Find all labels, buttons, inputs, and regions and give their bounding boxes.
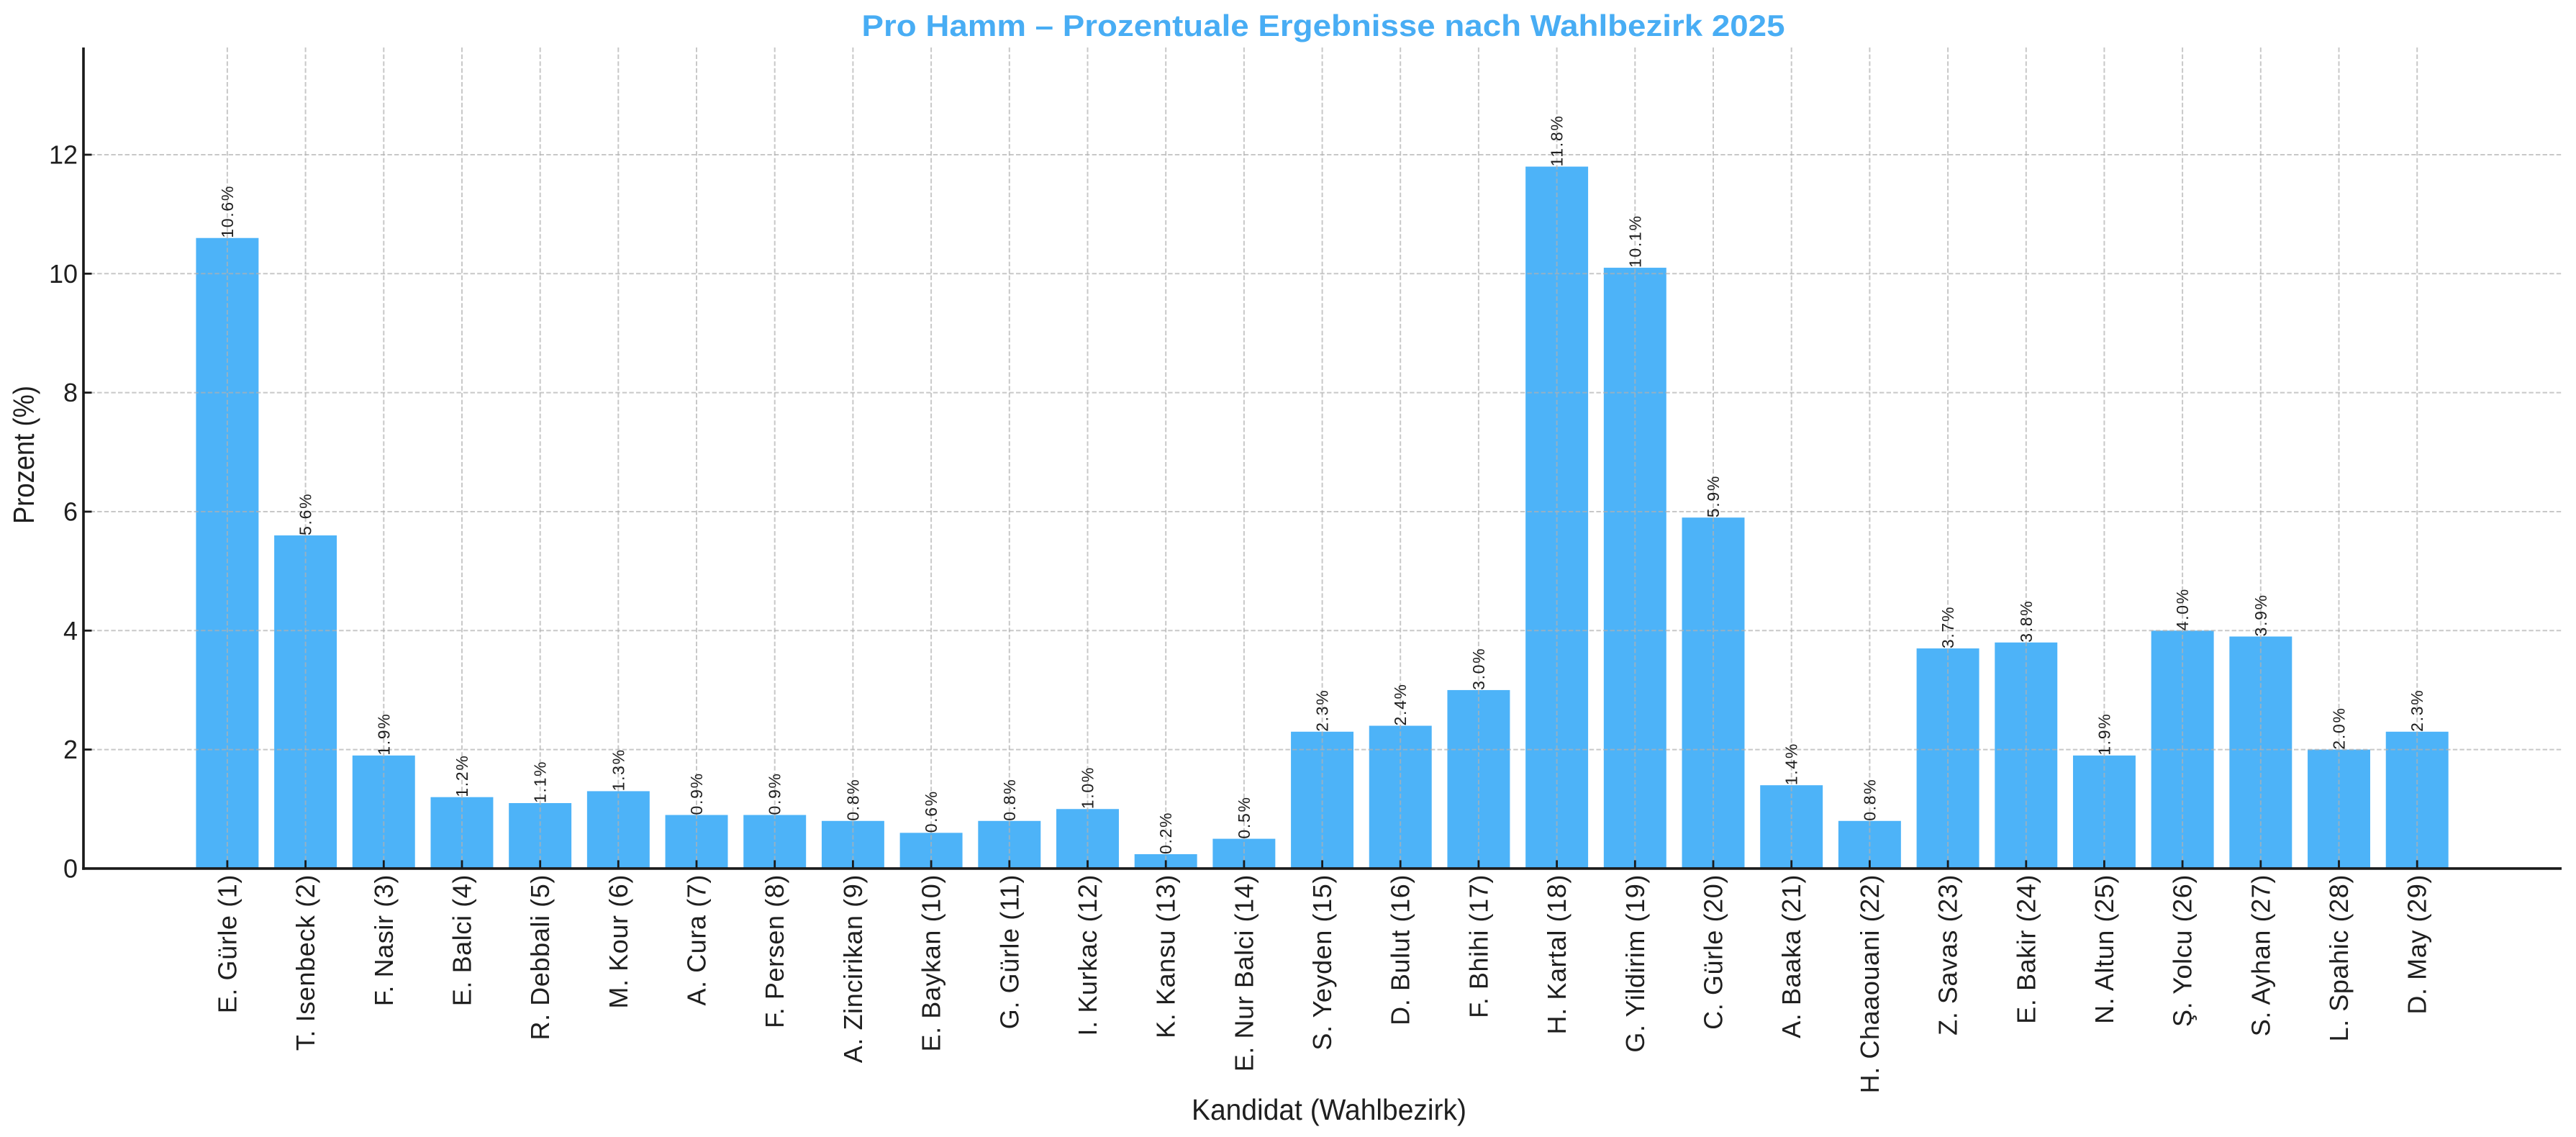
svg-text:L. Spahic (28): L. Spahic (28) [2324, 874, 2354, 1042]
svg-text:A. Baaka (21): A. Baaka (21) [1777, 874, 1806, 1038]
svg-text:Ş. Yolcu (26): Ş. Yolcu (26) [2168, 874, 2198, 1027]
svg-text:0.5%: 0.5% [1235, 796, 1253, 838]
svg-text:N. Altun (25): N. Altun (25) [2090, 874, 2119, 1024]
svg-text:G. Gürle (11): G. Gürle (11) [994, 874, 1024, 1029]
svg-text:H. Kartal (18): H. Kartal (18) [1542, 874, 1572, 1034]
svg-text:A. Zincirikan (9): A. Zincirikan (9) [838, 874, 868, 1063]
svg-text:0.8%: 0.8% [843, 779, 862, 821]
svg-text:T. Isenbeck (2): T. Isenbeck (2) [291, 874, 320, 1051]
svg-text:F. Nasir (3): F. Nasir (3) [369, 874, 399, 1006]
svg-text:0.2%: 0.2% [1156, 812, 1175, 854]
svg-text:0.8%: 0.8% [1860, 779, 1879, 821]
svg-text:0.8%: 0.8% [1000, 779, 1019, 821]
svg-text:R. Debbali (5): R. Debbali (5) [525, 874, 555, 1040]
svg-text:0.9%: 0.9% [687, 772, 706, 815]
svg-text:S. Ayhan (27): S. Ayhan (27) [2246, 874, 2275, 1036]
svg-text:E. Nur Balci (14): E. Nur Balci (14) [1229, 874, 1258, 1072]
svg-text:4: 4 [63, 616, 78, 645]
svg-text:3.0%: 3.0% [1469, 648, 1488, 690]
svg-text:1.2%: 1.2% [453, 754, 471, 797]
svg-text:11.8%: 11.8% [1548, 114, 1566, 166]
svg-text:S. Yeyden (15): S. Yeyden (15) [1307, 874, 1337, 1051]
svg-text:1.3%: 1.3% [609, 748, 627, 791]
svg-text:Kandidat (Wahlbezirk): Kandidat (Wahlbezirk) [1192, 1093, 1466, 1126]
svg-text:K. Kansu (13): K. Kansu (13) [1151, 874, 1181, 1038]
svg-text:8: 8 [63, 378, 78, 407]
svg-text:1.0%: 1.0% [1079, 766, 1097, 809]
svg-text:H. Chaaouani (22): H. Chaaouani (22) [1855, 874, 1885, 1093]
svg-text:E. Balci (4): E. Balci (4) [448, 874, 477, 1006]
svg-text:E. Gürle (1): E. Gürle (1) [212, 874, 242, 1013]
svg-text:5.9%: 5.9% [1704, 475, 1723, 517]
svg-text:F. Persen (8): F. Persen (8) [760, 874, 789, 1028]
svg-text:1.1%: 1.1% [531, 761, 550, 803]
svg-text:M. Kour (6): M. Kour (6) [604, 874, 633, 1009]
svg-text:3.7%: 3.7% [1938, 606, 1957, 648]
svg-text:6: 6 [63, 497, 78, 527]
svg-text:0.6%: 0.6% [922, 790, 940, 833]
svg-text:0.9%: 0.9% [766, 772, 784, 815]
svg-text:10: 10 [49, 259, 78, 289]
svg-text:3.9%: 3.9% [2251, 594, 2270, 636]
svg-text:E. Baykan (10): E. Baykan (10) [917, 874, 946, 1052]
svg-text:2: 2 [63, 735, 78, 764]
svg-text:10.1%: 10.1% [1625, 214, 1644, 268]
svg-text:C. Gürle (20): C. Gürle (20) [1699, 874, 1728, 1030]
svg-text:G. Yildirim (19): G. Yildirim (19) [1620, 874, 1650, 1053]
svg-text:D. Bulut (16): D. Bulut (16) [1386, 874, 1415, 1025]
svg-text:2.3%: 2.3% [1313, 689, 1332, 732]
svg-text:5.6%: 5.6% [296, 493, 315, 535]
svg-text:Pro Hamm – Prozentuale Ergebni: Pro Hamm – Prozentuale Ergebnisse nach W… [862, 9, 1785, 42]
svg-text:Prozent (%): Prozent (%) [7, 386, 40, 524]
svg-text:10.6%: 10.6% [218, 185, 237, 238]
svg-text:2.4%: 2.4% [1391, 683, 1410, 725]
svg-text:E. Bakir (24): E. Bakir (24) [2011, 874, 2041, 1024]
svg-text:12: 12 [49, 140, 78, 170]
svg-text:D. May (29): D. May (29) [2403, 874, 2432, 1015]
svg-text:2.3%: 2.3% [2408, 689, 2426, 732]
svg-text:1.4%: 1.4% [1782, 743, 1801, 785]
svg-text:1.9%: 1.9% [374, 713, 393, 756]
svg-text:Z. Savas (23): Z. Savas (23) [1933, 874, 1963, 1036]
svg-text:F. Bhihi (17): F. Bhihi (17) [1464, 874, 1493, 1018]
svg-text:1.9%: 1.9% [2095, 713, 2113, 756]
svg-text:I. Kurkac (12): I. Kurkac (12) [1073, 874, 1102, 1036]
svg-text:2.0%: 2.0% [2330, 707, 2349, 749]
svg-text:A. Cura (7): A. Cura (7) [682, 874, 712, 1006]
svg-text:4.0%: 4.0% [2173, 588, 2192, 630]
svg-text:0: 0 [63, 853, 78, 883]
svg-text:3.8%: 3.8% [2017, 600, 2036, 643]
